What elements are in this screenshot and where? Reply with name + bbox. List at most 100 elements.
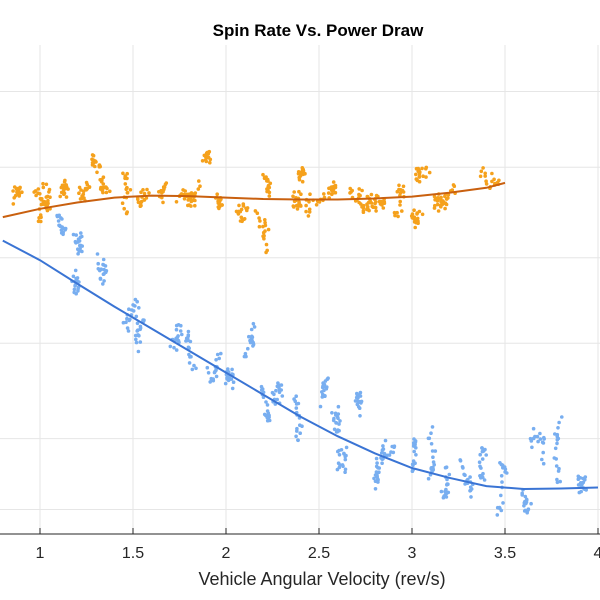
orange-points-point (84, 188, 89, 192)
orange-points-point (484, 182, 489, 186)
orange-points-point (420, 166, 424, 171)
blue-points-point (127, 307, 131, 312)
blue-points-point (445, 482, 450, 486)
blue-points-point (296, 438, 300, 442)
blue-points-point (247, 334, 251, 339)
orange-points-point (80, 194, 84, 198)
blue-points-point (461, 466, 465, 470)
blue-points-point (332, 427, 337, 432)
blue-points-point (98, 277, 103, 281)
blue-points-point (205, 365, 210, 370)
orange-points-point (39, 202, 44, 207)
orange-points-point (207, 149, 212, 154)
orange-points-point (392, 210, 397, 215)
orange-points-point (432, 206, 437, 210)
blue-points-point (73, 268, 78, 273)
blue-points-point (538, 431, 542, 436)
blue-points-point (529, 501, 533, 506)
orange-points-point (261, 172, 265, 177)
blue-points-point (214, 374, 219, 379)
orange-points-point (382, 200, 387, 204)
blue-points-point (444, 487, 448, 492)
orange-points-point (439, 195, 443, 200)
blue-points-point (412, 449, 417, 454)
blue-points-point (439, 489, 444, 494)
blue-points-point (194, 366, 198, 371)
blue-points-point (429, 431, 433, 436)
blue-points-point (101, 282, 105, 286)
orange-points-point (435, 199, 440, 203)
blue-points-point (411, 459, 416, 463)
blue-points-point (186, 337, 190, 342)
orange-points-point (244, 206, 248, 211)
orange-points-point (490, 171, 494, 176)
orange-points-point (47, 187, 52, 192)
orange-points-point (359, 202, 363, 206)
orange-points-point (39, 215, 43, 220)
orange-points-point (41, 185, 46, 190)
blue-points-point (331, 418, 336, 423)
orange-points-point (101, 190, 105, 195)
orange-points-point (17, 186, 22, 190)
orange-points-point (492, 177, 496, 182)
blue-points-point (426, 436, 431, 441)
blue-points-point (246, 346, 250, 351)
blue-points-point (217, 356, 221, 361)
blue-points-point (223, 381, 228, 386)
orange-points-point (398, 199, 403, 204)
blue-points-point (577, 490, 582, 495)
orange-points-point (322, 192, 326, 196)
orange-points-point (443, 194, 447, 199)
orange-points-point (357, 187, 362, 191)
blue-points-point (336, 412, 341, 416)
blue-points-point (129, 308, 134, 312)
blue-points-point (230, 386, 235, 391)
blue-points-point (541, 450, 545, 455)
orange-points-point (103, 185, 108, 189)
blue-points-point (325, 377, 330, 382)
orange-points-point (360, 188, 364, 193)
blue-points-point (553, 432, 557, 436)
orange-points-point (413, 225, 418, 230)
orange-points-point (368, 199, 373, 203)
orange-points-point (495, 180, 500, 185)
orange-points-point (216, 205, 221, 209)
blue-points-point (55, 214, 60, 219)
blue-points-point (294, 406, 299, 410)
blue-points-point (267, 415, 271, 420)
orange-points-point (361, 205, 366, 210)
orange-points-point (147, 191, 151, 195)
blue-points-point (172, 345, 176, 350)
orange-points-point (161, 200, 165, 205)
blue-points-point (323, 394, 327, 399)
blue-points-point (337, 453, 342, 457)
blue-points-point (138, 340, 143, 344)
blue-points-point (276, 381, 280, 385)
blue-points-point (300, 424, 304, 429)
orange-points-point (307, 200, 311, 204)
orange-points-point (196, 187, 201, 191)
orange-points-point (13, 193, 18, 198)
orange-points-point (478, 174, 483, 179)
orange-points-series (11, 149, 501, 255)
blue-points-point (462, 472, 466, 477)
orange-points-point (41, 181, 45, 186)
orange-points-point (104, 190, 109, 195)
blue-points-point (76, 240, 80, 244)
blue-points-point (333, 411, 338, 416)
blue-points-point (187, 361, 192, 365)
blue-points-point (230, 367, 234, 372)
blue-points-point (294, 434, 298, 439)
orange-points-point (297, 189, 301, 194)
blue-points-point (137, 333, 141, 338)
blue-points-point (211, 377, 215, 381)
blue-points-point (554, 464, 559, 468)
blue-points-point (413, 439, 418, 443)
orange-points-point (317, 200, 322, 204)
blue-points-point (556, 426, 560, 430)
blue-points-point (520, 491, 524, 496)
orange-points-point (77, 185, 82, 190)
orange-points-point (164, 181, 169, 185)
blue-points-point (262, 412, 267, 417)
blue-points-point (501, 501, 505, 505)
